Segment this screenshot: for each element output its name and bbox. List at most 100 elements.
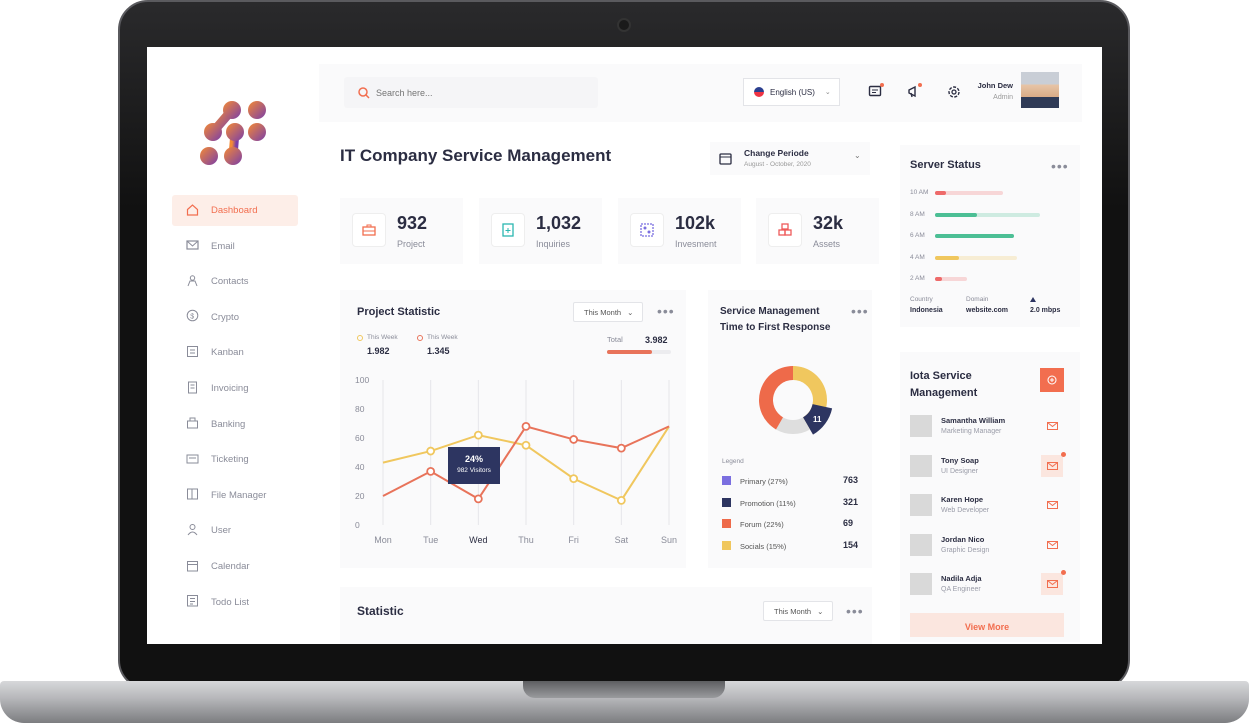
period-selector[interactable]: Change Periode August - October, 2020 ⌄ <box>710 142 870 175</box>
more-icon[interactable]: ••• <box>1051 158 1069 174</box>
gear-icon[interactable] <box>947 85 961 99</box>
mail-icon <box>1046 422 1058 430</box>
camera-icon <box>617 18 631 32</box>
legend-swatch <box>722 497 731 507</box>
user-role: Admin <box>993 94 1013 101</box>
legend-swatch <box>722 540 731 550</box>
mail-button[interactable] <box>1041 573 1063 595</box>
mail-button[interactable] <box>1041 454 1063 477</box>
sidebar-item-dashboard[interactable]: Dashboard <box>172 195 298 226</box>
more-icon[interactable]: ••• <box>657 303 675 319</box>
user-name: John Dew <box>977 81 1013 90</box>
service-title-line2: Time to First Response <box>720 322 831 333</box>
sidebar-item-ticketing[interactable]: Ticketing <box>172 444 298 475</box>
chart-icon <box>630 213 664 247</box>
data-point[interactable] <box>616 443 626 453</box>
period-label: Change Periode <box>744 148 809 158</box>
server-time-label: 8 AM <box>910 210 925 218</box>
data-point[interactable] <box>426 446 436 456</box>
sidebar-item-banking[interactable]: Banking <box>172 409 298 440</box>
person-name: Jordan Nico <box>941 534 985 544</box>
sidebar-item-user[interactable]: User <box>172 515 298 546</box>
donut-slice[interactable] <box>759 366 793 430</box>
more-icon[interactable]: ••• <box>851 303 869 319</box>
svg-text:$: $ <box>190 314 194 321</box>
total-progress-track <box>607 350 671 354</box>
sidebar-item-email[interactable]: Email <box>172 231 298 262</box>
statistic-filter-dropdown[interactable]: This Month ⌄ <box>763 601 833 621</box>
language-label: English (US) <box>770 87 815 97</box>
sidebar-item-kanban[interactable]: Kanban <box>172 337 298 368</box>
legend-label: Primary (27%) <box>740 477 788 486</box>
legend-value: 1.345 <box>427 346 450 356</box>
chat-icon[interactable] <box>868 83 884 99</box>
data-point[interactable] <box>473 494 483 504</box>
sidebar-item-contacts[interactable]: Contacts <box>172 266 298 297</box>
add-button[interactable] <box>1040 368 1064 392</box>
dollar-icon: $ <box>186 309 211 325</box>
sidebar-item-todo-list[interactable]: Todo List <box>172 587 298 618</box>
page-title: IT Company Service Management <box>340 146 612 165</box>
avatar <box>910 573 932 595</box>
legend-swatch <box>722 476 731 485</box>
legend-value: 69 <box>843 518 854 528</box>
project-filter-dropdown[interactable]: This Month ⌄ <box>573 302 643 322</box>
mail-button[interactable] <box>1041 415 1063 437</box>
legend-label: Promotion (11%) <box>740 498 796 508</box>
folder-icon <box>186 487 211 503</box>
period-value: August - October, 2020 <box>744 161 811 168</box>
sidebar-item-crypto[interactable]: $ Crypto <box>172 302 298 333</box>
mail-icon <box>186 238 211 254</box>
notification-dot <box>1061 570 1066 575</box>
data-point[interactable] <box>426 466 436 476</box>
more-icon[interactable]: ••• <box>846 603 864 619</box>
screen: Dashboard Email Contacts $ Crypto Kanban Invoi… <box>147 47 1102 644</box>
sidebar-item-invoicing[interactable]: Invoicing <box>172 373 298 404</box>
sidebar-item-calendar[interactable]: Calendar <box>172 551 298 582</box>
sidebar-item-label: Ticketing <box>211 454 249 466</box>
person-name: Karen Hope <box>941 495 984 504</box>
y-tick-label: 100 <box>355 375 369 385</box>
stat-label: Inquiries <box>536 239 571 249</box>
donut-slice[interactable] <box>776 417 810 434</box>
avatar[interactable] <box>1021 72 1059 108</box>
person-name: Tony Soap <box>941 455 979 465</box>
mail-button[interactable] <box>1041 494 1063 516</box>
megaphone-icon[interactable] <box>907 83 922 99</box>
sidebar-item-file-manager[interactable]: File Manager <box>172 480 298 511</box>
data-point[interactable] <box>521 440 531 450</box>
donut-slice[interactable] <box>803 404 833 435</box>
server-bar-fill <box>935 234 1014 238</box>
chevron-down-icon: ⌄ <box>627 307 634 317</box>
invoice-icon <box>186 381 211 397</box>
chevron-down-icon: ⌄ <box>824 89 831 96</box>
view-more-button[interactable]: View More <box>910 613 1064 637</box>
person-role: Marketing Manager <box>941 428 1002 435</box>
data-point[interactable] <box>569 474 579 483</box>
country-value: Indonesia <box>910 307 943 314</box>
data-point[interactable] <box>473 430 483 440</box>
statistic-title: Statistic <box>357 604 404 618</box>
data-point[interactable] <box>521 422 531 431</box>
legend-value: 321 <box>843 496 859 507</box>
search-icon <box>358 86 370 99</box>
project-line-chart: Mon Tue Wed Thu Fri Sat Sun 100 80 60 40 20 0 <box>355 375 677 545</box>
home-icon <box>186 203 211 219</box>
x-tick-label: Thu <box>518 535 534 545</box>
mail-button[interactable] <box>1041 534 1063 556</box>
sidebar-item-label: Contacts <box>211 276 249 288</box>
language-selector[interactable]: English (US) ⌄ <box>743 78 840 106</box>
server-bar-fill <box>935 277 943 281</box>
search-input[interactable] <box>376 87 576 98</box>
domain-value: website.com <box>966 307 1009 314</box>
data-point[interactable] <box>616 495 626 505</box>
data-point[interactable] <box>569 435 579 444</box>
server-status-title: Server Status <box>910 159 981 171</box>
total-progress-fill <box>607 350 652 354</box>
chevron-down-icon: ⌄ <box>854 151 861 160</box>
search-box[interactable] <box>344 77 598 108</box>
server-time-label: 4 AM <box>910 253 925 261</box>
legend-label: Socials (15%) <box>740 541 787 551</box>
server-bar-fill <box>935 212 977 217</box>
